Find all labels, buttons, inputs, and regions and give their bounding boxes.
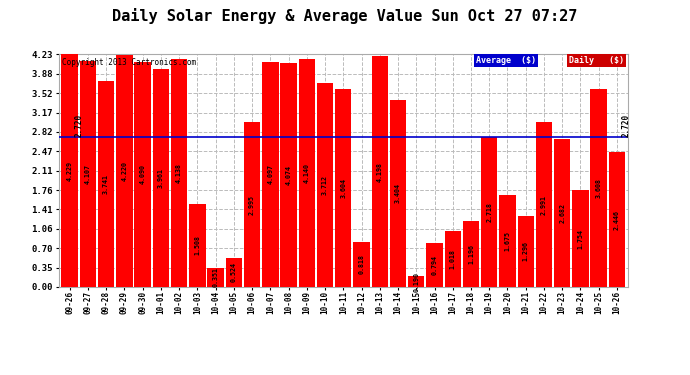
Text: 1.508: 1.508: [195, 236, 200, 255]
Text: 0.794: 0.794: [431, 255, 437, 275]
Text: 2.718: 2.718: [486, 202, 492, 222]
Text: 3.608: 3.608: [595, 178, 602, 198]
Text: 0.190: 0.190: [413, 272, 420, 292]
Bar: [390, 100, 406, 287]
Bar: [463, 221, 479, 287]
Bar: [572, 190, 589, 287]
Bar: [609, 152, 625, 287]
Bar: [135, 62, 151, 287]
Bar: [481, 138, 497, 287]
Text: 0.818: 0.818: [359, 254, 364, 274]
Text: 4.229: 4.229: [67, 160, 72, 181]
Bar: [554, 140, 571, 287]
Text: 0.524: 0.524: [230, 262, 237, 282]
Bar: [426, 243, 443, 287]
Text: 3.712: 3.712: [322, 175, 328, 195]
Bar: [61, 54, 78, 287]
Text: 3.741: 3.741: [103, 174, 109, 194]
Bar: [208, 268, 224, 287]
Text: 4.138: 4.138: [176, 163, 182, 183]
Text: 4.220: 4.220: [121, 161, 128, 181]
Bar: [408, 276, 424, 287]
Bar: [98, 81, 115, 287]
Text: 1.196: 1.196: [468, 244, 474, 264]
Bar: [280, 63, 297, 287]
Bar: [189, 204, 206, 287]
Text: 1.018: 1.018: [450, 249, 456, 269]
Text: 0.351: 0.351: [213, 267, 219, 287]
Bar: [152, 69, 169, 287]
Text: 1.675: 1.675: [504, 231, 511, 251]
Text: 2.720: 2.720: [622, 114, 631, 137]
Bar: [353, 242, 370, 287]
Text: 3.604: 3.604: [340, 178, 346, 198]
Bar: [226, 258, 242, 287]
Text: 2.991: 2.991: [541, 195, 547, 214]
Text: Daily Solar Energy & Average Value Sun Oct 27 07:27: Daily Solar Energy & Average Value Sun O…: [112, 8, 578, 24]
Text: 2.995: 2.995: [249, 195, 255, 214]
Bar: [500, 195, 515, 287]
Text: 3.404: 3.404: [395, 183, 401, 203]
Text: 1.754: 1.754: [578, 229, 584, 249]
Bar: [371, 56, 388, 287]
Bar: [444, 231, 461, 287]
Bar: [244, 122, 260, 287]
Text: 3.961: 3.961: [158, 168, 164, 188]
Text: 4.198: 4.198: [377, 162, 383, 182]
Text: 2.720: 2.720: [75, 114, 83, 137]
Text: 2.446: 2.446: [614, 210, 620, 230]
Bar: [171, 59, 187, 287]
Text: 4.090: 4.090: [139, 165, 146, 184]
Text: 1.296: 1.296: [523, 241, 529, 261]
Bar: [262, 62, 279, 287]
Bar: [116, 55, 132, 287]
Text: Average  ($): Average ($): [476, 56, 536, 65]
Bar: [535, 123, 552, 287]
Text: 4.074: 4.074: [286, 165, 292, 185]
Text: 4.140: 4.140: [304, 163, 310, 183]
Text: 4.097: 4.097: [267, 164, 273, 184]
Bar: [299, 59, 315, 287]
Text: 2.682: 2.682: [559, 203, 565, 223]
Bar: [518, 216, 534, 287]
Bar: [591, 88, 607, 287]
Bar: [335, 89, 351, 287]
Text: 4.107: 4.107: [85, 164, 91, 184]
Text: Copyright 2013 Cartronics.com: Copyright 2013 Cartronics.com: [62, 58, 196, 67]
Bar: [317, 83, 333, 287]
Text: Daily   ($): Daily ($): [569, 56, 624, 65]
Bar: [79, 61, 96, 287]
